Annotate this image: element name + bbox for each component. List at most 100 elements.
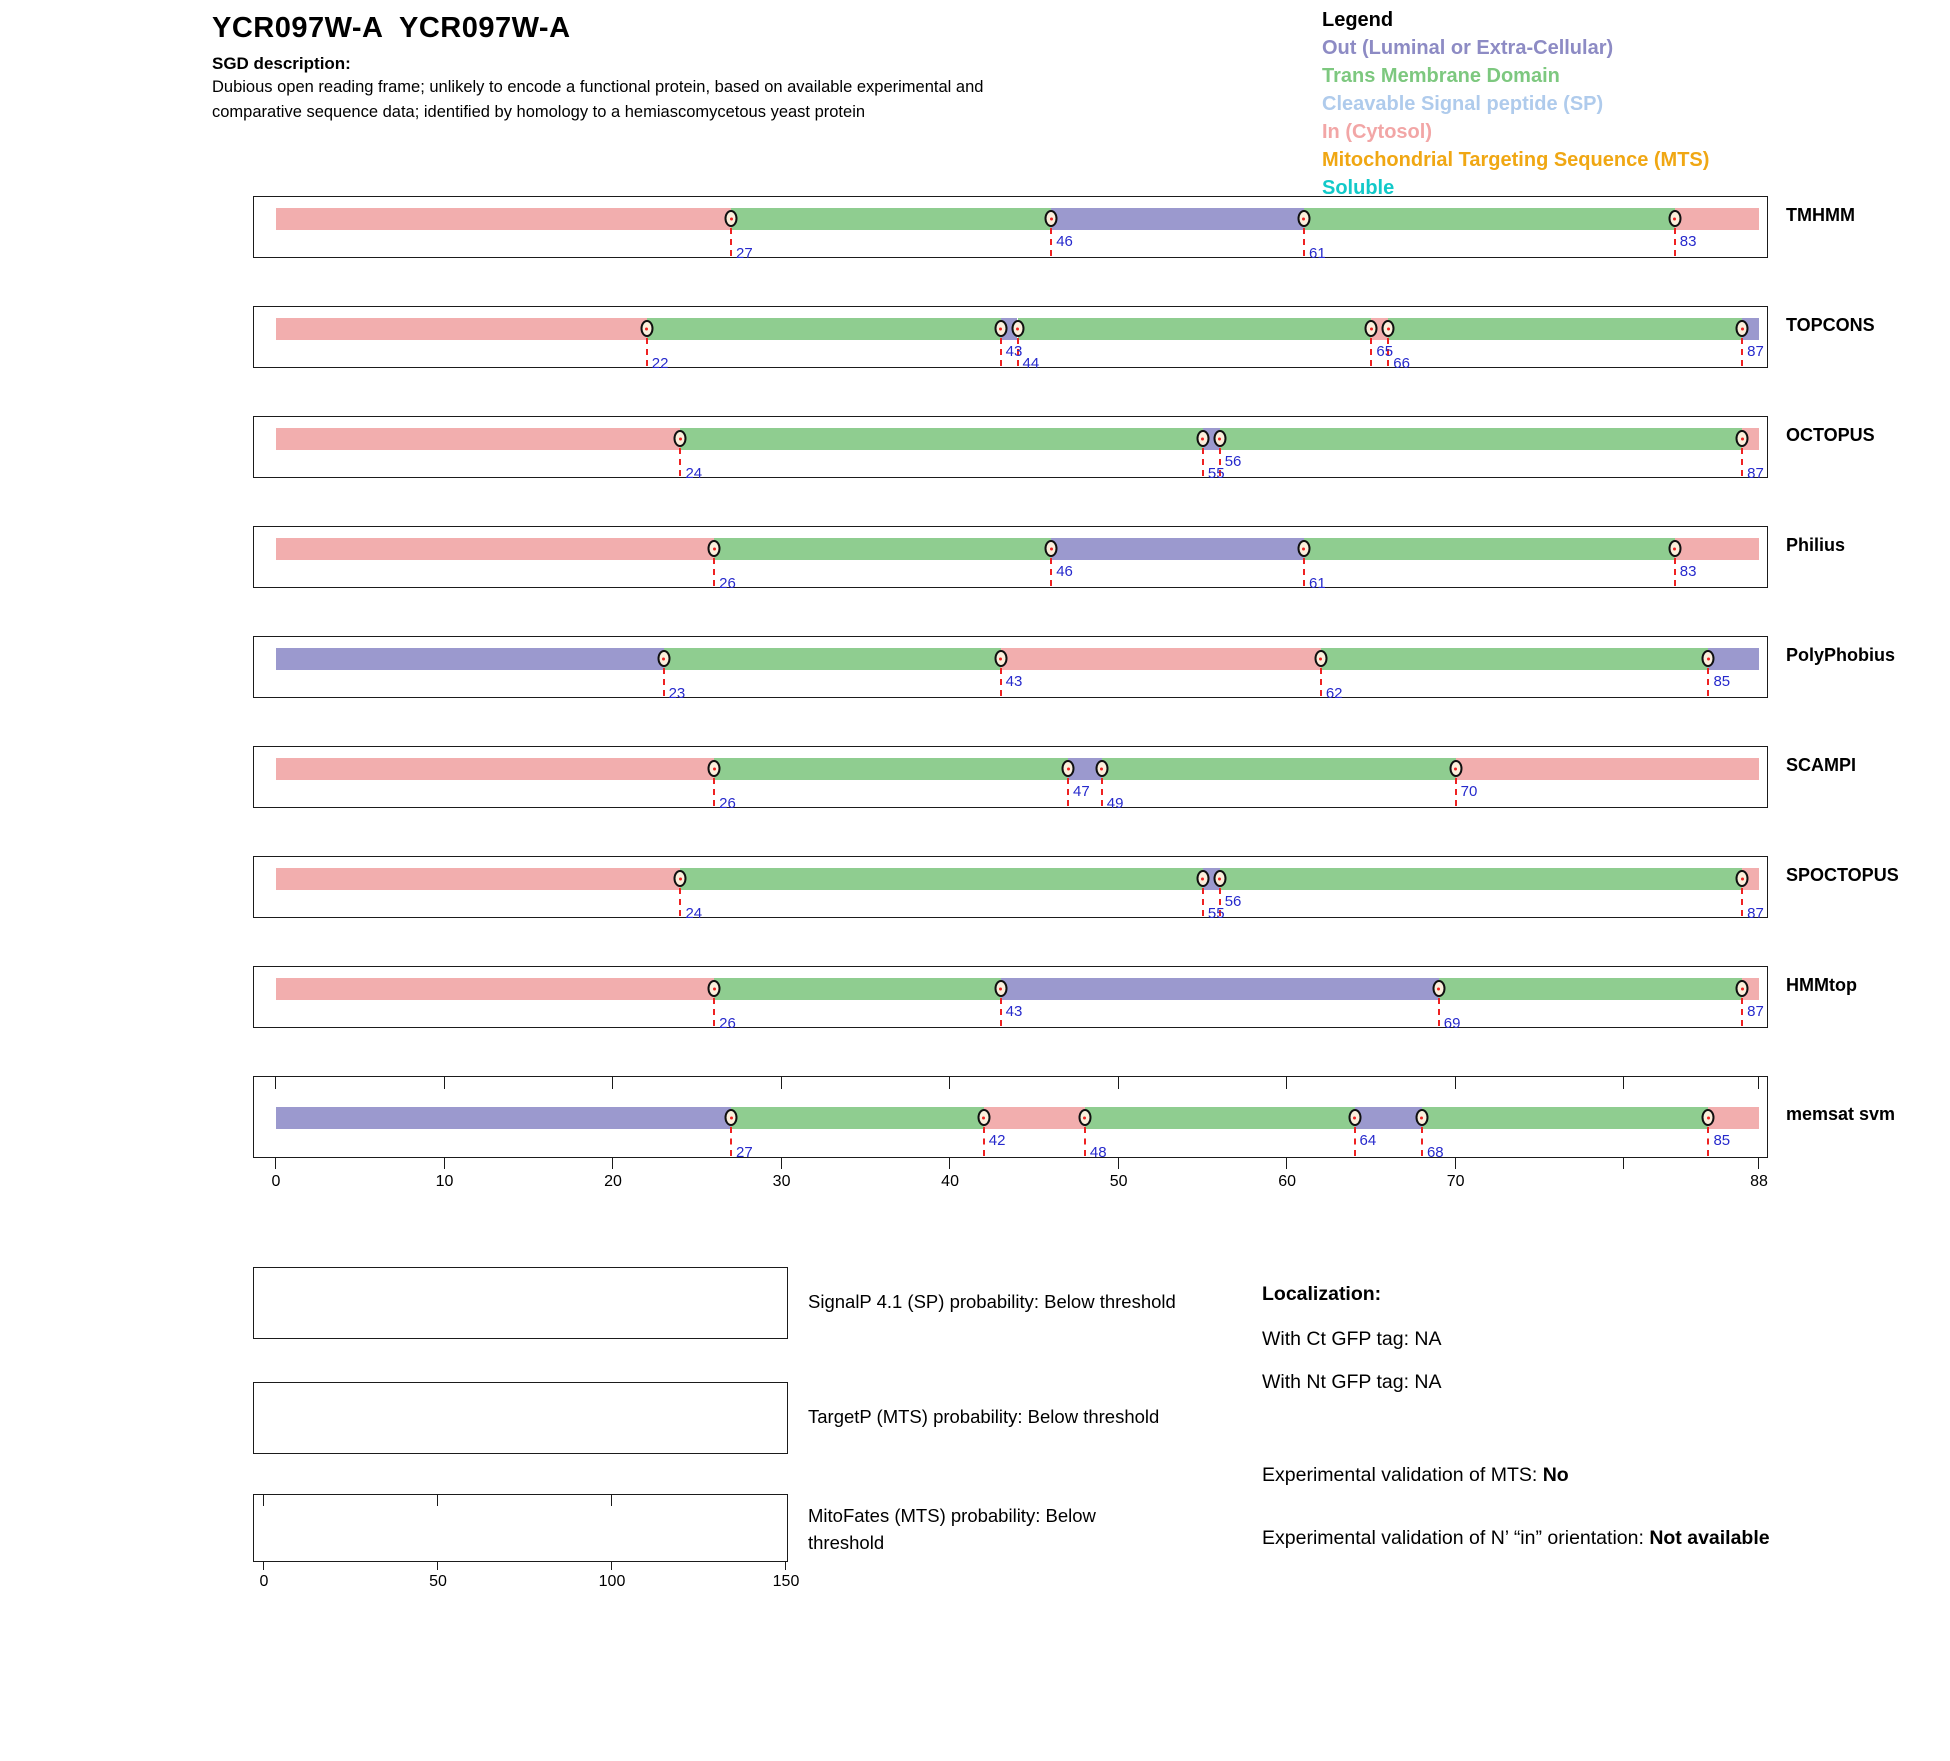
boundary-label: 83 xyxy=(1679,233,1697,250)
boundary-marker xyxy=(707,760,721,777)
boundary-line xyxy=(1387,338,1390,366)
segment-out xyxy=(1051,208,1304,230)
boundary-label: 48 xyxy=(1089,1144,1107,1161)
page-title: YCR097W-A YCR097W-A xyxy=(212,12,571,44)
marker-dot xyxy=(1066,767,1070,770)
x-axis-label: 20 xyxy=(604,1173,622,1190)
orientation-line: Experimental validation of N’ “in” orien… xyxy=(1262,1523,1842,1554)
segment-in xyxy=(1674,538,1759,560)
boundary-marker xyxy=(1668,540,1682,557)
segment-tm xyxy=(1421,1107,1709,1129)
boundary-label: 26 xyxy=(719,795,736,812)
segment-tm xyxy=(1320,648,1709,670)
segment-tm xyxy=(731,1107,984,1129)
axis-tick-bottom xyxy=(443,1157,445,1169)
boundary-line xyxy=(1741,338,1744,366)
x-axis-label: 30 xyxy=(772,1173,791,1190)
track-overlay: 26 46 61 83 xyxy=(276,527,1759,592)
mitofates-axis-label: 150 xyxy=(772,1573,800,1590)
mitofates-tick-top xyxy=(611,1495,612,1506)
track-spoctopus: 24 55 56 87 xyxy=(253,856,1768,922)
segment-in xyxy=(276,538,715,560)
marker-dot xyxy=(1740,327,1744,330)
axis-tick-top xyxy=(612,1077,614,1089)
track-topcons: 22 43 44 65 66 87 xyxy=(253,306,1768,372)
boundary-marker xyxy=(673,870,687,887)
axis-tick-bottom xyxy=(612,1157,614,1169)
marker-dot xyxy=(1302,217,1306,220)
axis-tick-top xyxy=(1454,1077,1456,1089)
marker-dot xyxy=(1049,547,1053,550)
boundary-line xyxy=(1707,668,1710,696)
boundary-marker xyxy=(1348,1109,1362,1126)
segment-in xyxy=(276,318,647,340)
boundary-label: 56 xyxy=(1224,893,1242,910)
mts-validation-line: Experimental validation of MTS: No xyxy=(1262,1464,1862,1487)
track-name-polyphobius: PolyPhobius xyxy=(1786,645,1896,665)
segment-tm xyxy=(663,648,1001,670)
boundary-marker xyxy=(1415,1109,1429,1126)
axis-tick-bottom xyxy=(1286,1157,1288,1169)
track-name-octopus: OCTOPUS xyxy=(1786,425,1875,445)
mitofates-axis-label: 0 xyxy=(259,1573,269,1590)
boundary-label: 62 xyxy=(1325,685,1343,702)
boundary-marker xyxy=(994,650,1008,667)
marker-dot xyxy=(982,1116,986,1119)
sgd-description-text: Dubious open reading frame; unlikely to … xyxy=(212,78,984,121)
boundary-marker xyxy=(1044,540,1058,557)
segment-tm xyxy=(646,318,1001,340)
legend-title: Legend xyxy=(1322,9,1394,31)
segment-tm xyxy=(1017,318,1372,340)
topology-bar xyxy=(276,428,1759,450)
segment-tm xyxy=(680,428,1203,450)
boundary-line xyxy=(999,338,1002,366)
boundary-marker xyxy=(1735,870,1749,887)
marker-dot xyxy=(1218,437,1222,440)
boundary-line xyxy=(1050,558,1053,586)
boundary-line xyxy=(1100,778,1103,806)
boundary-line xyxy=(730,1127,732,1156)
boundary-line xyxy=(1016,338,1019,366)
legend-item-sp: Cleavable Signal peptide (SP) xyxy=(1322,93,1604,115)
boundary-marker xyxy=(707,980,721,997)
boundary-line xyxy=(1083,1127,1086,1156)
info-panel: Localization: With Ct GFP tag: NA With N… xyxy=(1262,1283,1862,1574)
boundary-marker xyxy=(1381,320,1395,337)
marker-dot xyxy=(712,547,716,550)
axis-tick-bottom xyxy=(780,1157,782,1169)
boundary-marker xyxy=(994,320,1008,337)
boundary-label: 83 xyxy=(1679,563,1697,580)
boundary-label: 27 xyxy=(736,245,753,262)
boundary-line xyxy=(1302,558,1305,586)
boundary-line xyxy=(1218,448,1221,476)
boundary-label: 47 xyxy=(1073,783,1090,800)
track-name-philius: Philius xyxy=(1786,535,1846,555)
boundary-line xyxy=(1673,558,1676,586)
marker-dot xyxy=(1706,657,1710,660)
legend-item-soluble: Soluble xyxy=(1322,177,1395,199)
boundary-label: 26 xyxy=(719,575,736,592)
mitofates-tick-bottom xyxy=(611,1561,612,1570)
axis-tick-bottom xyxy=(1117,1157,1119,1169)
boundary-line xyxy=(713,778,716,806)
x-axis-label: 60 xyxy=(1278,1173,1297,1190)
marker-dot xyxy=(1740,987,1744,990)
boundary-line xyxy=(999,998,1002,1026)
boundary-label: 26 xyxy=(719,1015,736,1032)
topology-bar xyxy=(276,1107,1759,1129)
orientation-value: Not available xyxy=(1649,1527,1770,1549)
marker-dot xyxy=(1454,767,1458,770)
sgd-description-label: SGD description: xyxy=(212,54,351,73)
boundary-marker xyxy=(1432,980,1446,997)
boundary-marker xyxy=(1196,870,1210,887)
boundary-label: 85 xyxy=(1713,673,1731,690)
boundary-label: 65 xyxy=(1376,343,1394,360)
marker-dot xyxy=(999,657,1003,660)
mitofates-tick-bottom xyxy=(785,1561,786,1570)
segment-in xyxy=(1708,1107,1759,1129)
signalp-probability-panel xyxy=(253,1267,788,1339)
boundary-marker xyxy=(1011,320,1024,337)
topology-bar xyxy=(276,758,1759,780)
axis-tick-top xyxy=(275,1077,276,1089)
